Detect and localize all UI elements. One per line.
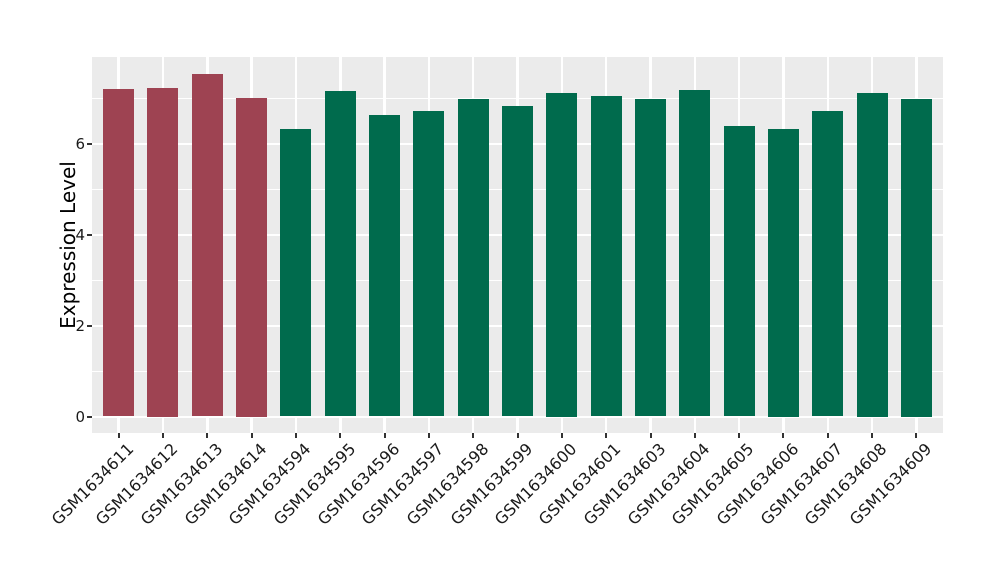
bar — [413, 110, 445, 417]
x-tick-mark — [871, 433, 874, 438]
y-tick-mark — [87, 233, 92, 236]
y-tick-label: 6 — [75, 134, 85, 153]
bar — [723, 126, 755, 417]
bar — [767, 128, 799, 417]
bar — [590, 95, 622, 417]
x-tick-mark — [472, 433, 475, 438]
bar — [147, 87, 179, 417]
bar — [369, 114, 400, 417]
bar — [103, 88, 135, 417]
x-tick-label: GSM1634609 — [845, 439, 936, 529]
bar — [635, 98, 666, 417]
y-tick-label: 2 — [75, 316, 85, 335]
x-tick-mark — [826, 433, 829, 438]
plot-panel — [92, 57, 943, 433]
y-tick-label: 4 — [75, 225, 85, 244]
bar — [546, 92, 578, 417]
x-tick-mark — [117, 433, 120, 438]
x-tick-mark — [161, 433, 164, 438]
y-axis-title: Expression Level — [56, 161, 80, 329]
bar — [324, 91, 356, 417]
x-tick-mark — [782, 433, 785, 438]
bar — [280, 128, 312, 417]
bar — [457, 99, 489, 417]
x-tick-mark — [339, 433, 342, 438]
y-gridline-minor — [92, 98, 943, 99]
x-tick-mark — [605, 433, 608, 438]
y-gridline-major — [92, 415, 943, 418]
bar — [856, 92, 888, 417]
bar — [900, 98, 932, 417]
y-tick-mark — [87, 142, 92, 145]
bar — [191, 73, 223, 417]
bar — [502, 106, 533, 417]
x-tick-mark — [915, 433, 918, 438]
x-tick-mark — [294, 433, 297, 438]
bar — [679, 89, 711, 417]
y-tick-label: 0 — [75, 407, 85, 426]
x-tick-mark — [738, 433, 741, 438]
y-tick-mark — [87, 324, 92, 327]
x-tick-mark — [427, 433, 430, 438]
x-tick-mark — [516, 433, 519, 438]
x-tick-mark — [383, 433, 386, 438]
bar — [812, 110, 844, 417]
x-tick-mark — [649, 433, 652, 438]
x-tick-mark — [560, 433, 563, 438]
x-tick-mark — [693, 433, 696, 438]
x-tick-mark — [250, 433, 253, 438]
bar — [236, 98, 268, 417]
x-tick-mark — [206, 433, 209, 438]
y-tick-mark — [87, 415, 92, 418]
